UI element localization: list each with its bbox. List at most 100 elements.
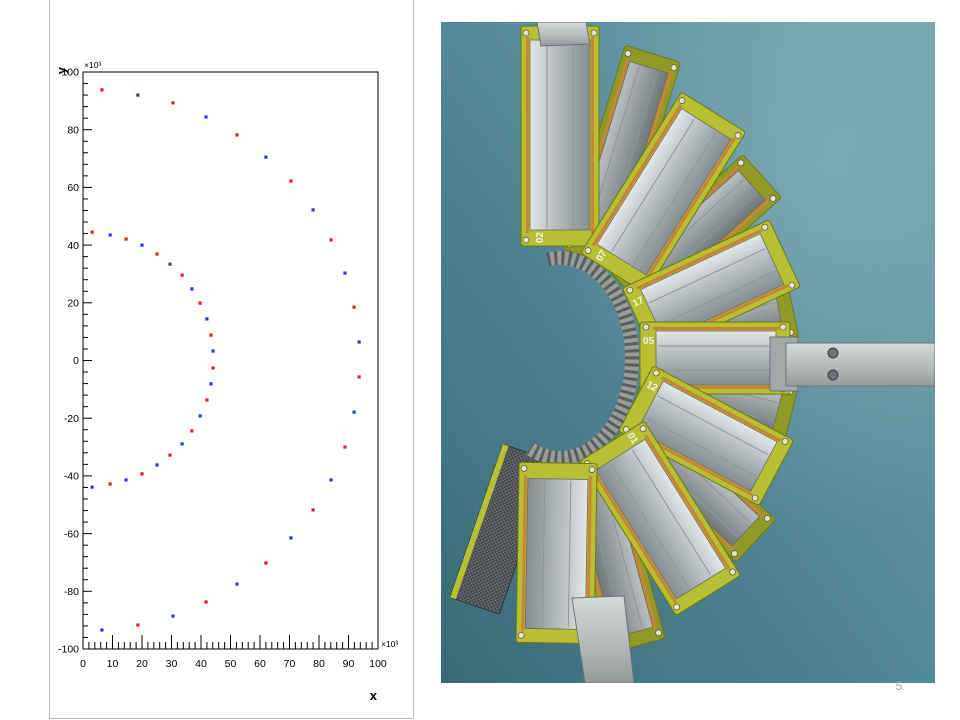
x-tick-label: 100 (369, 658, 387, 670)
sensor-window (524, 478, 589, 630)
copper-strip (653, 386, 779, 389)
scatter-point-blue (124, 478, 128, 482)
scatter-point-blue (180, 442, 184, 446)
mount-hole (788, 281, 796, 289)
scatter-point-blue (352, 410, 356, 414)
scatter-point-red (264, 561, 268, 565)
mount-hole (522, 236, 530, 244)
mount-hole (588, 466, 596, 473)
scatter-point-red (180, 273, 184, 277)
front-board-layer: 02 07 17 05 12 01 (515, 25, 800, 645)
tick-labels: 0 10 20 30 40 50 60 70 80 90 100 -100 -80 -60 -40 -20 0 2… (58, 67, 387, 670)
right-bracket-bar (785, 342, 935, 387)
mount-hole (678, 97, 686, 104)
x-tick-label: 70 (284, 658, 296, 670)
y-tick-label: 20 (67, 298, 79, 310)
mount-hole (624, 50, 632, 57)
sensor-strip-line (567, 481, 572, 628)
board-label: 02 (535, 231, 546, 243)
board-label: 12 (644, 379, 659, 394)
sensor-window (636, 380, 778, 492)
scatter-point-red (357, 375, 361, 379)
copper-strip (586, 476, 592, 633)
scatter-point-red (235, 133, 239, 137)
scatter-point-blue (100, 628, 104, 632)
detector-board: 12 (619, 366, 794, 506)
sensor-strip-line (657, 395, 769, 456)
board-label: 05 (643, 336, 655, 347)
mount-hole (769, 195, 777, 202)
scatter-point-red (289, 179, 293, 183)
x-tick-label: 30 (166, 658, 178, 670)
detector-board: 01 (580, 421, 740, 615)
top-bracket (536, 22, 591, 47)
copper-strip (644, 434, 731, 571)
x-tick-label: 40 (195, 658, 207, 670)
scatter-point-blue (311, 208, 315, 212)
board-label: 17 (631, 295, 646, 310)
scatter-point-red (209, 333, 213, 337)
scatter-point-blue (140, 243, 144, 247)
scatter-point-blue (211, 349, 215, 353)
sensor-window (655, 330, 777, 386)
y-tick-label: -100 (58, 644, 79, 656)
copper-strip (653, 327, 779, 330)
scatter-point-blue (136, 93, 140, 97)
scatter-point-blue (155, 463, 159, 467)
sensor-window (529, 39, 591, 231)
scatter-point-blue (209, 382, 213, 386)
scatter-point-red (136, 623, 140, 627)
x-tick-label: 50 (225, 658, 237, 670)
plot-frame (82, 71, 379, 650)
copper-strip (661, 376, 782, 443)
mount-hole (584, 247, 592, 255)
copper-strip (591, 103, 683, 247)
data-points (90, 88, 361, 632)
sensor-window (640, 233, 785, 341)
scatter-point-red (204, 600, 208, 604)
y-tick-label: -40 (64, 471, 79, 483)
x-tick-label: 80 (313, 658, 325, 670)
scatter-chart: 0 10 20 30 40 50 60 70 80 90 100 -100 -80 -60 -40 -20 0 2… (54, 60, 398, 703)
mount-hole (522, 29, 530, 37)
scatter-point-red (100, 88, 104, 92)
bracket-bolt (827, 369, 839, 381)
scatter-point-red (311, 508, 315, 512)
scatter-point-red (155, 252, 159, 256)
scatter-point-red (352, 305, 356, 309)
scatter-point-blue (108, 233, 112, 237)
sensor-strip-line (645, 417, 757, 477)
scatter-point-blue (235, 582, 239, 586)
detector-board: 02 (520, 25, 600, 247)
mount-hole (673, 603, 681, 611)
copper-strip (636, 228, 763, 290)
mount-hole (670, 64, 678, 72)
mount-hole (781, 438, 789, 445)
scatter-point-blue (264, 155, 268, 159)
sensor-strip-line (611, 118, 695, 252)
detector-photo-drawing: 02 07 17 05 12 01 (441, 22, 935, 683)
y-axis-title: y (54, 66, 69, 74)
scatter-point-blue (329, 478, 333, 482)
scatter-point-red (329, 238, 333, 242)
bracket-bolt (827, 347, 839, 359)
sensor-strip-line (631, 449, 712, 576)
scatter-point-red (108, 482, 112, 486)
y-tick-label: -80 (64, 586, 79, 598)
scatter-point-red (190, 429, 194, 433)
mounting-brackets (536, 22, 935, 683)
scatter-point-red (198, 301, 202, 305)
y-tick-label: 0 (73, 355, 79, 367)
mount-hole (737, 159, 745, 167)
y-tick-label: 40 (67, 240, 79, 252)
mount-hole (763, 515, 771, 522)
x-tick-label: 0 (80, 658, 86, 670)
copper-strip (591, 37, 594, 233)
copper-strip (645, 137, 736, 280)
mount-hole (731, 550, 738, 557)
scatter-point-red (211, 366, 215, 370)
mount-hole (520, 464, 528, 472)
y-tick-label: -60 (64, 528, 79, 540)
sensor-strip-line (632, 132, 717, 265)
x-axis-exponent: ×10³ (381, 639, 398, 649)
